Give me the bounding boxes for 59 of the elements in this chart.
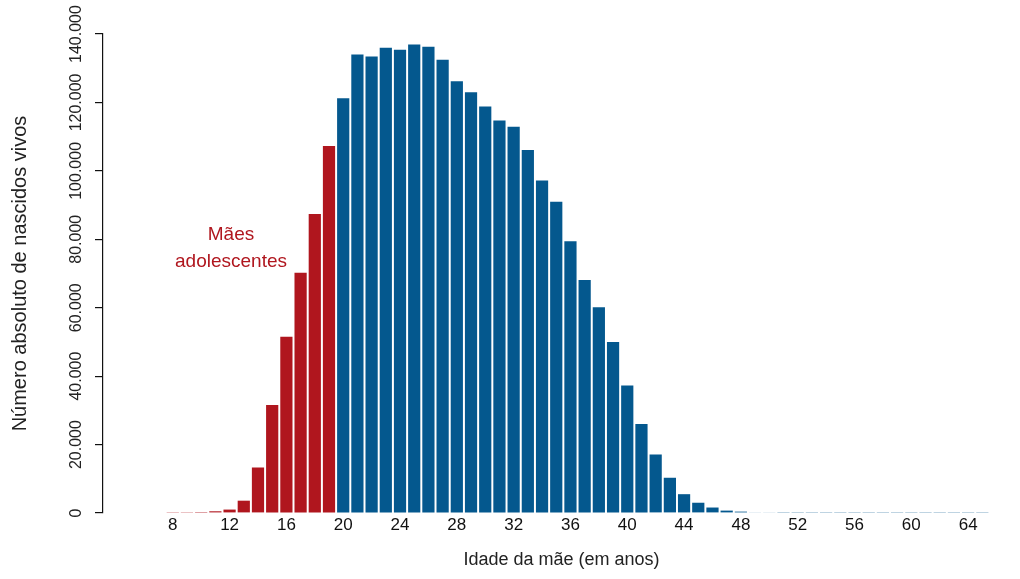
- bar: [535, 180, 549, 513]
- bar: [692, 502, 705, 513]
- bar: [337, 98, 350, 513]
- x-tick-label: 12: [220, 514, 240, 534]
- bar: [351, 54, 364, 513]
- bar: [393, 49, 407, 513]
- y-tick-label: 20.000: [67, 420, 85, 470]
- bar: [422, 46, 435, 513]
- x-tick-label: 64: [958, 514, 978, 534]
- y-tick-label: 80.000: [67, 214, 85, 264]
- x-tick-label: 8: [168, 514, 178, 534]
- bar: [578, 280, 591, 513]
- bar: [322, 145, 336, 513]
- x-tick-label: 52: [788, 514, 808, 534]
- annotation: Mães adolescentes: [175, 222, 287, 271]
- x-tick-label: 24: [390, 514, 410, 534]
- bar: [408, 44, 421, 513]
- bar: [663, 477, 676, 513]
- bar: [237, 500, 250, 513]
- bar: [308, 213, 321, 513]
- bar: [635, 424, 648, 513]
- x-tick-label: 20: [333, 514, 353, 534]
- x-tick-label: 40: [617, 514, 637, 534]
- x-tick-label: 16: [276, 514, 296, 534]
- bar: [436, 59, 449, 513]
- x-tick-label: 44: [674, 514, 694, 534]
- y-axis-title: Número absoluto de nascidos vivos: [7, 115, 30, 432]
- x-tick-label: 60: [901, 514, 921, 534]
- x-tick-label: 36: [560, 514, 580, 534]
- x-tick-label: 48: [731, 514, 751, 534]
- y-tick-label: 100.000: [67, 141, 85, 200]
- x-tick-label: 56: [845, 514, 864, 534]
- bar: [649, 454, 662, 513]
- bar: [677, 494, 691, 513]
- bar: [450, 81, 463, 513]
- x-tick-label: 32: [504, 514, 524, 534]
- bar: [493, 120, 506, 513]
- bar: [365, 56, 378, 513]
- bar: [251, 467, 265, 513]
- bar: [479, 106, 492, 513]
- y-tick-label: 0: [67, 508, 85, 518]
- bar: [606, 341, 620, 513]
- y-tick-label: 120.000: [67, 73, 85, 132]
- bar: [550, 201, 563, 513]
- y-tick-label: 60.000: [67, 283, 85, 333]
- y-tick-label: 40.000: [67, 351, 85, 401]
- bar: [507, 126, 520, 513]
- bar: [592, 307, 605, 513]
- bar: [621, 385, 634, 513]
- bar: [379, 47, 392, 513]
- x-tick-label: 28: [447, 514, 467, 534]
- x-axis-title: Idade da mãe (em anos): [463, 549, 660, 570]
- bar: [521, 149, 534, 513]
- bar: [280, 336, 293, 513]
- y-tick-label: 140.000: [67, 4, 85, 63]
- bar: [464, 92, 478, 513]
- bar: [266, 404, 279, 513]
- bar: [294, 272, 307, 513]
- bar: [564, 241, 577, 513]
